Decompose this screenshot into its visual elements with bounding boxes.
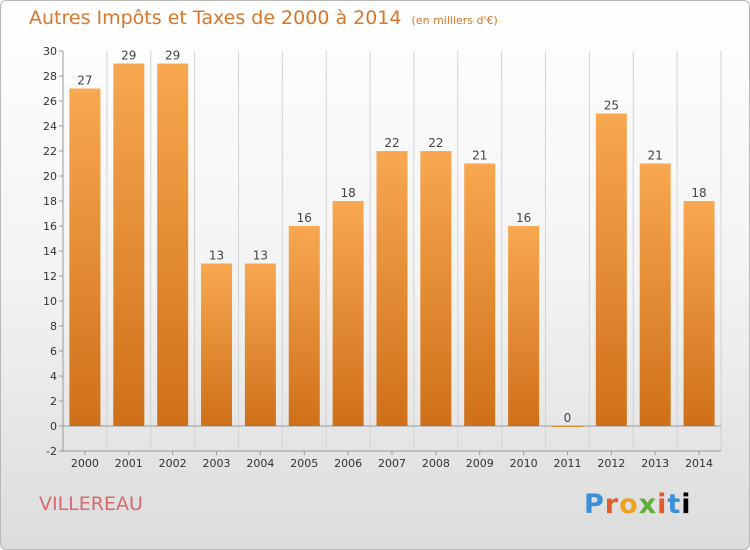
chart-title-text: Autres Impôts et Taxes de 2000 à 2014	[29, 7, 402, 29]
value-label-2001: 29	[121, 49, 136, 63]
x-tick-label-2000: 2000	[71, 457, 99, 470]
value-label-2002: 29	[165, 49, 180, 63]
bar-2002	[157, 63, 189, 426]
x-tick-label-2012: 2012	[597, 457, 625, 470]
value-label-2009: 21	[472, 149, 487, 163]
x-tick-label-2007: 2007	[378, 457, 406, 470]
y-tick-label: 6	[50, 345, 57, 358]
y-tick-label: 18	[43, 195, 57, 208]
x-tick-label-2006: 2006	[334, 457, 362, 470]
x-tick-label-2003: 2003	[203, 457, 231, 470]
x-tick-label-2004: 2004	[246, 457, 274, 470]
value-label-2012: 25	[604, 99, 619, 113]
y-tick-label: 0	[50, 420, 57, 433]
y-tick-label: -2	[46, 445, 57, 458]
proxiti-logo: Proxiti	[584, 489, 692, 520]
x-tick-label-2002: 2002	[159, 457, 187, 470]
bar-2004	[244, 263, 276, 426]
value-label-2003: 13	[209, 249, 224, 263]
bar-2000	[69, 88, 101, 426]
location-label: VILLEREAU	[39, 493, 143, 515]
value-label-2011: 0	[564, 411, 572, 425]
y-tick-label: 8	[50, 320, 57, 333]
bar-2012	[595, 113, 627, 426]
bar-2008	[420, 151, 452, 426]
x-tick-label-2014: 2014	[685, 457, 713, 470]
grid-lines	[62, 51, 722, 451]
x-tick-label-2011: 2011	[553, 457, 581, 470]
y-tick-label: 2	[50, 395, 57, 408]
x-tick-label-2013: 2013	[641, 457, 669, 470]
value-label-2005: 16	[297, 211, 312, 225]
bar-2009	[464, 163, 496, 426]
bar-2006	[332, 201, 364, 426]
labels: -202468101214161820222426283027200029200…	[43, 45, 713, 470]
value-label-2004: 13	[253, 249, 268, 263]
value-label-2010: 16	[516, 211, 531, 225]
value-label-2013: 21	[648, 149, 663, 163]
bar-2003	[201, 263, 233, 426]
x-tick-label-2005: 2005	[290, 457, 318, 470]
y-tick-label: 12	[43, 270, 57, 283]
y-tick-label: 10	[43, 295, 57, 308]
y-tick-label: 30	[43, 45, 57, 58]
bar-2001	[113, 63, 145, 426]
y-tick-label: 14	[43, 245, 57, 258]
y-tick-label: 16	[43, 220, 57, 233]
value-label-2008: 22	[428, 136, 443, 150]
value-label-2007: 22	[384, 136, 399, 150]
x-tick-label-2010: 2010	[510, 457, 538, 470]
x-tick-label-2008: 2008	[422, 457, 450, 470]
y-tick-label: 26	[43, 95, 57, 108]
bar-2013	[639, 163, 671, 426]
bar-2007	[376, 151, 408, 426]
y-tick-label: 4	[50, 370, 57, 383]
value-label-2014: 18	[691, 186, 706, 200]
y-tick-label: 20	[43, 170, 57, 183]
bar-2010	[508, 226, 540, 426]
y-tick-label: 22	[43, 145, 57, 158]
value-label-2006: 18	[340, 186, 355, 200]
bar-2005	[288, 226, 320, 426]
bar-2014	[683, 201, 715, 426]
bars	[69, 63, 715, 427]
x-tick-label-2009: 2009	[466, 457, 494, 470]
y-tick-label: 24	[43, 120, 57, 133]
chart-unit: (en milliers d'€)	[411, 14, 498, 27]
x-tick-label-2001: 2001	[115, 457, 143, 470]
bar-2011	[551, 426, 583, 427]
value-label-2000: 27	[77, 74, 92, 88]
chart-title: Autres Impôts et Taxes de 2000 à 2014 (e…	[29, 7, 498, 29]
y-tick-label: 28	[43, 70, 57, 83]
